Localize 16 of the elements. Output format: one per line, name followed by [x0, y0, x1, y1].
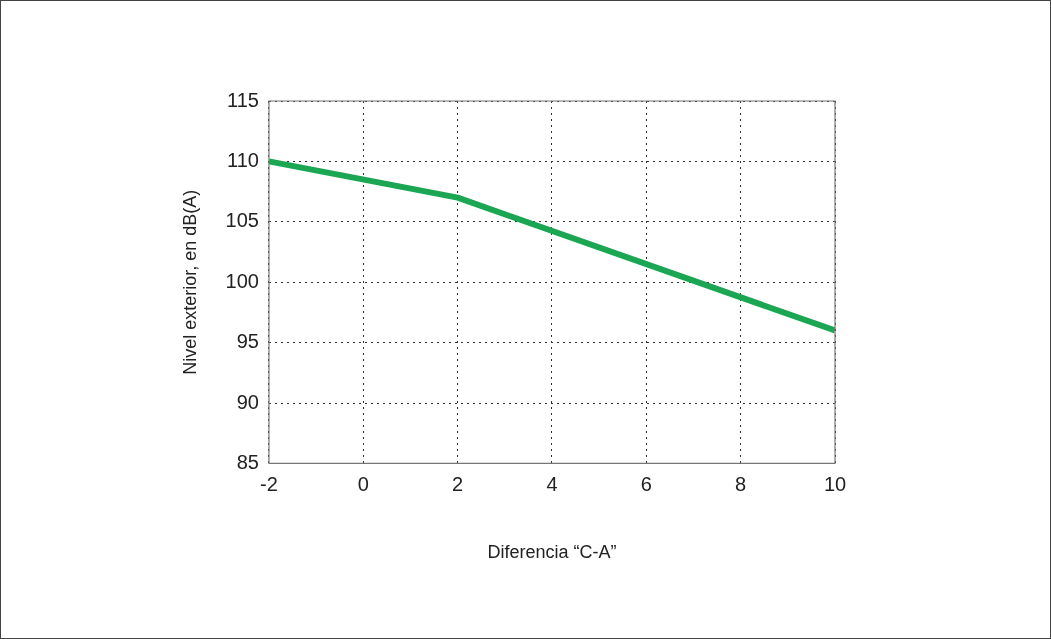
x-tick-label: 6 [640, 472, 652, 495]
y-tick-label: 95 [236, 330, 259, 353]
y-axis-title: Nivel exterior, en dB(A) [179, 189, 200, 375]
y-tick-label: 100 [225, 269, 259, 292]
x-tick-label: 2 [452, 472, 464, 495]
y-tick-label: 115 [227, 88, 259, 111]
x-tick-label: 0 [357, 472, 369, 495]
y-tick-label: 90 [236, 390, 259, 413]
x-tick-label: 10 [823, 472, 847, 495]
x-tick-label: -2 [260, 472, 278, 495]
y-tick-label: 105 [225, 209, 259, 232]
x-axis-title: Diferencia “C-A” [487, 542, 617, 563]
y-tick-label: 110 [227, 148, 259, 171]
y-tick-label: 85 [236, 450, 259, 473]
x-tick-label: 4 [546, 472, 558, 495]
x-tick-label: 8 [735, 472, 747, 495]
